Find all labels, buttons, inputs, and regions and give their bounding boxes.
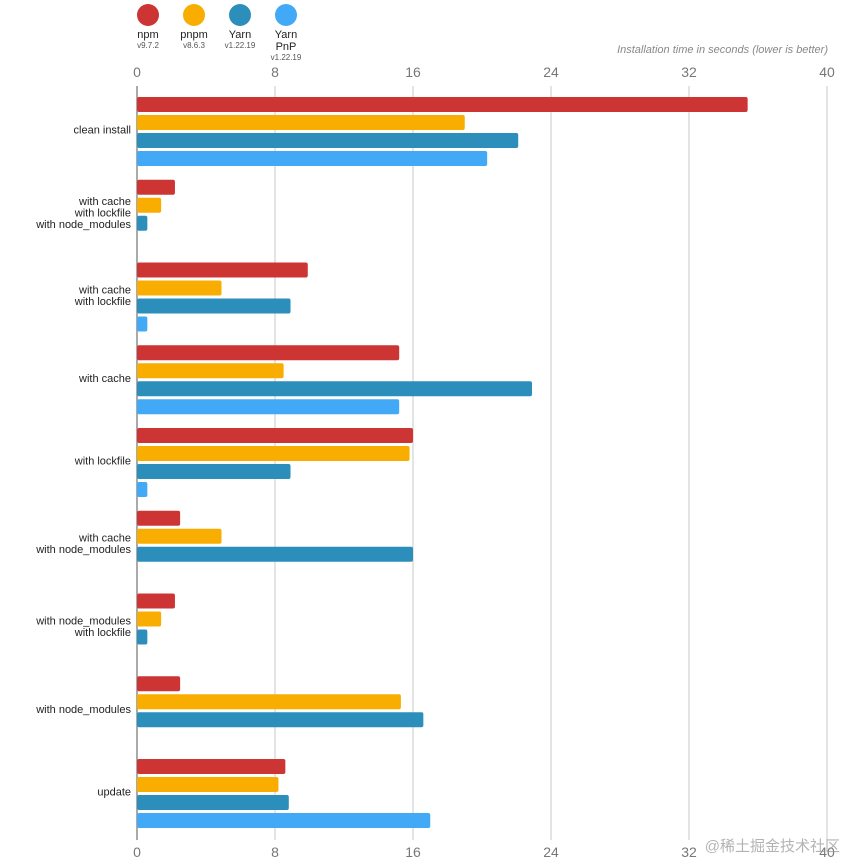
bar-yarn: [137, 133, 519, 148]
category-label: with lockfile: [74, 456, 131, 468]
category-label: with lockfile: [74, 627, 131, 639]
category-label: with lockfile: [74, 207, 131, 219]
legend-swatch-pnpm: [183, 4, 205, 26]
axis-caption: Installation time in seconds (lower is b…: [617, 44, 828, 56]
legend: npm v9.7.2 pnpm v8.6.3 Yarn v1.22.19 Yar…: [125, 4, 309, 63]
bar-yarn: [137, 795, 289, 810]
x-tick-label-top: 32: [681, 64, 697, 80]
bar-npm: [137, 428, 413, 443]
bar-npm: [137, 179, 175, 195]
category-label: clean install: [74, 125, 131, 137]
bar-pnpm: [137, 197, 162, 213]
x-tick-label-bottom: 16: [405, 844, 421, 858]
bar-npm: [137, 262, 308, 278]
bar-yarn: [137, 546, 413, 562]
bar-pnpm: [137, 694, 401, 710]
x-tick-label-bottom: 0: [133, 844, 141, 858]
legend-swatch-npm: [137, 4, 159, 26]
legend-label-yarn-pnp: Yarn PnP: [274, 29, 298, 53]
bar-pnpm: [137, 777, 279, 792]
x-tick-label-bottom: 32: [681, 844, 697, 858]
x-tick-label-top: 16: [405, 64, 421, 80]
category-label: with node_modules: [35, 704, 131, 716]
bar-yarn-pnp: [137, 813, 431, 828]
category-label: update: [97, 787, 131, 799]
bar-pnpm: [137, 363, 284, 379]
legend-swatch-yarn: [229, 4, 251, 26]
bar-pnpm: [137, 280, 222, 296]
category-label: with cache: [78, 196, 131, 208]
legend-label-pnpm: pnpm: [180, 29, 208, 41]
x-tick-label-top: 0: [133, 64, 141, 80]
bar-npm: [137, 676, 181, 692]
category-label: with cache: [78, 533, 131, 545]
bar-yarn: [137, 712, 424, 728]
legend-swatch-yarn-pnp: [275, 4, 297, 26]
bar-npm: [137, 345, 400, 361]
x-tick-label-bottom: 40: [819, 844, 835, 858]
bar-yarn-pnp: [137, 482, 148, 497]
category-label: with cache: [78, 373, 131, 385]
bar-pnpm: [137, 611, 162, 627]
legend-item-pnpm: pnpm v8.6.3: [171, 4, 217, 63]
category-label: with node_modules: [35, 615, 131, 627]
x-tick-label-top: 8: [271, 64, 279, 80]
legend-version-yarn-pnp: v1.22.19: [270, 53, 302, 62]
bar-npm: [137, 510, 181, 526]
x-tick-label-bottom: 8: [271, 844, 279, 858]
bar-npm: [137, 759, 286, 774]
bar-yarn-pnp: [137, 151, 488, 166]
legend-version-yarn: v1.22.19: [224, 41, 256, 50]
category-label: with node_modules: [35, 544, 131, 556]
category-label: with lockfile: [74, 296, 131, 308]
bar-yarn: [137, 381, 533, 397]
bar-yarn-pnp: [137, 316, 148, 332]
bar-pnpm: [137, 528, 222, 544]
bar-yarn: [137, 464, 291, 479]
legend-version-pnpm: v8.6.3: [183, 41, 205, 50]
category-label: with node_modules: [35, 219, 131, 231]
bar-yarn: [137, 629, 148, 645]
bar-yarn: [137, 298, 291, 314]
bar-npm: [137, 593, 175, 609]
legend-item-npm: npm v9.7.2: [125, 4, 171, 63]
x-tick-label-bottom: 24: [543, 844, 559, 858]
bar-npm: [137, 97, 748, 112]
bar-yarn-pnp: [137, 399, 400, 415]
bar-pnpm: [137, 115, 465, 130]
bar-pnpm: [137, 446, 410, 461]
x-tick-label-top: 40: [819, 64, 835, 80]
watermark: @稀土掘金技术社区: [704, 838, 840, 855]
category-label: with cache: [78, 284, 131, 296]
legend-label-yarn: Yarn: [228, 29, 252, 41]
legend-item-yarn: Yarn v1.22.19: [217, 4, 263, 63]
legend-label-npm: npm: [137, 29, 159, 41]
bar-yarn: [137, 215, 148, 231]
legend-version-npm: v9.7.2: [137, 41, 159, 50]
x-tick-label-top: 24: [543, 64, 559, 80]
legend-item-yarn-pnp: Yarn PnP v1.22.19: [263, 4, 309, 63]
